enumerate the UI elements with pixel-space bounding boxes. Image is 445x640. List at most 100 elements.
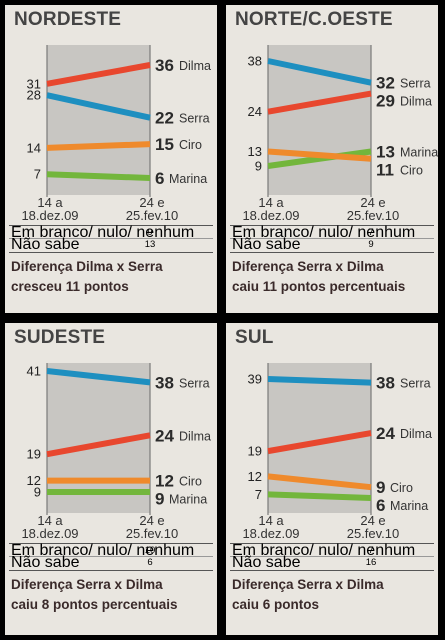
table-row-label: Não sabe (11, 236, 80, 253)
start-value-label: 24 (248, 104, 262, 119)
x-tick-label: 24 e 25.fev.10 (328, 196, 418, 222)
x-tick-label: 14 a 18.dez.09 (5, 514, 95, 540)
table-row-label: Em branco/ nulo/ nenhum (11, 542, 195, 559)
series-line-dilma (267, 90, 372, 115)
x-tick-line: 24 e (139, 513, 165, 528)
table-bottom-rule (230, 252, 434, 253)
series-name-label: Marina (400, 146, 438, 160)
chart-caption: Diferença Serra x Dilma caiu 11 pontos pe… (232, 257, 405, 297)
table-row-value: 7 (368, 227, 374, 238)
table-row: Não sabe (11, 236, 80, 253)
table-row: Em branco/ nulo/ nenhum (11, 542, 195, 559)
table-row-label: Não sabe (11, 554, 80, 571)
table-row-value: 9 (368, 239, 374, 250)
chart-title: NORTE/C.OESTE (235, 9, 393, 30)
chart-caption: Diferença Dilma x Serra cresceu 11 pontos (11, 257, 163, 297)
end-value-label: 12 (155, 472, 174, 491)
x-tick-line: 25.fev.10 (125, 208, 179, 223)
table-top-rule (9, 225, 213, 226)
start-value-label: 39 (248, 372, 262, 387)
table-row-rule (230, 556, 434, 557)
chart-title: NORDESTE (14, 9, 122, 30)
x-tick-label: 24 e 25.fev.10 (107, 514, 197, 540)
series-name-label: Ciro (179, 475, 202, 489)
start-value-label: 12 (248, 469, 262, 484)
x-tick-line: 25.fev.10 (346, 526, 400, 541)
series-line-serra (46, 368, 151, 386)
chart-panel-0: 31 28 14 7 36 Dilma 22 Serra 15 Ciro 6 Marina NORDES… (5, 5, 217, 313)
start-value-label: 9 (34, 485, 41, 500)
table-row-value: 10 (144, 545, 156, 556)
chart-title: SUDESTE (14, 327, 106, 348)
plot-area (268, 45, 371, 195)
table-bottom-rule (9, 570, 213, 571)
start-value-label: 7 (255, 487, 262, 502)
table-row-value: 9 (147, 227, 153, 238)
x-tick-label: 14 a 18.dez.09 (5, 196, 95, 222)
start-value-label: 38 (248, 54, 262, 69)
start-value-label: 19 (248, 444, 262, 459)
table-row: Não sabe (232, 236, 301, 253)
series-name-label: Ciro (390, 481, 413, 495)
table-row-value: 16 (365, 557, 377, 568)
table-bottom-rule (230, 570, 434, 571)
table-top-rule (9, 543, 213, 544)
caption-line: Diferença Dilma x Serra (11, 259, 163, 274)
caption-line: Diferença Serra x Dilma (232, 259, 384, 274)
start-value-label: 13 (248, 144, 262, 159)
start-value-label: 7 (34, 167, 41, 182)
series-name-label: Serra (400, 377, 431, 391)
start-value-label: 12 (27, 473, 41, 488)
table-bottom-rule (9, 252, 213, 253)
x-tick-line: 14 a (258, 513, 284, 528)
table-row: Em branco/ nulo/ nenhum (232, 224, 416, 241)
series-name-label: Ciro (400, 164, 423, 178)
table-row-rule (230, 238, 434, 239)
chart-caption: Diferença Serra x Dilma caiu 8 pontos per… (11, 575, 178, 615)
series-line-ciro (46, 141, 151, 151)
table-row-label: Em branco/ nulo/ nenhum (232, 224, 416, 241)
table-row-value: 7 (368, 545, 374, 556)
x-tick-line: 25.fev.10 (125, 526, 179, 541)
start-value-label: 31 (27, 76, 41, 91)
x-tick-label: 14 a 18.dez.09 (226, 514, 316, 540)
end-value-label: 29 (376, 92, 395, 111)
end-value-label: 24 (376, 424, 395, 443)
series-line-dilma (46, 432, 151, 458)
table-row-label: Não sabe (232, 236, 301, 253)
x-tick-line: 24 e (139, 195, 165, 210)
series-name-label: Dilma (400, 427, 432, 441)
x-tick-line: 25.fev.10 (346, 208, 400, 223)
table-row: Em branco/ nulo/ nenhum (11, 224, 195, 241)
end-value-label: 24 (155, 426, 174, 445)
table-row-value: 13 (144, 239, 156, 250)
start-value-label: 19 (27, 447, 41, 462)
caption-line: Diferença Serra x Dilma (11, 577, 163, 592)
end-value-label: 11 (376, 161, 394, 180)
x-tick-line: 24 e (360, 195, 386, 210)
series-line-marina (46, 171, 151, 181)
end-value-label: 6 (376, 496, 385, 515)
series-line-serra (267, 376, 372, 386)
x-tick-line: 18.dez.09 (242, 208, 300, 223)
table-row-rule (9, 556, 213, 557)
start-value-label: 14 (27, 140, 41, 155)
chart-panel-2: 41 19 12 9 38 Serra 24 Dilma 12 Ciro 9 Marina SUDEST… (5, 323, 217, 635)
caption-line: cresceu 11 pontos (11, 279, 129, 294)
end-value-label: 9 (155, 490, 164, 509)
end-value-label: 13 (376, 143, 395, 162)
x-tick-line: 18.dez.09 (21, 208, 79, 223)
x-tick-line: 14 a (37, 513, 63, 528)
series-name-label: Ciro (179, 138, 202, 152)
series-name-label: Dilma (179, 59, 211, 73)
end-value-label: 38 (155, 373, 174, 392)
chart-caption: Diferença Serra x Dilma caiu 6 pontos (232, 575, 384, 615)
end-value-label: 15 (155, 135, 174, 154)
start-value-label: 41 (27, 364, 41, 379)
table-row: Não sabe (11, 554, 80, 571)
table-row-label: Em branco/ nulo/ nenhum (11, 224, 195, 241)
series-line-marina (267, 491, 372, 501)
